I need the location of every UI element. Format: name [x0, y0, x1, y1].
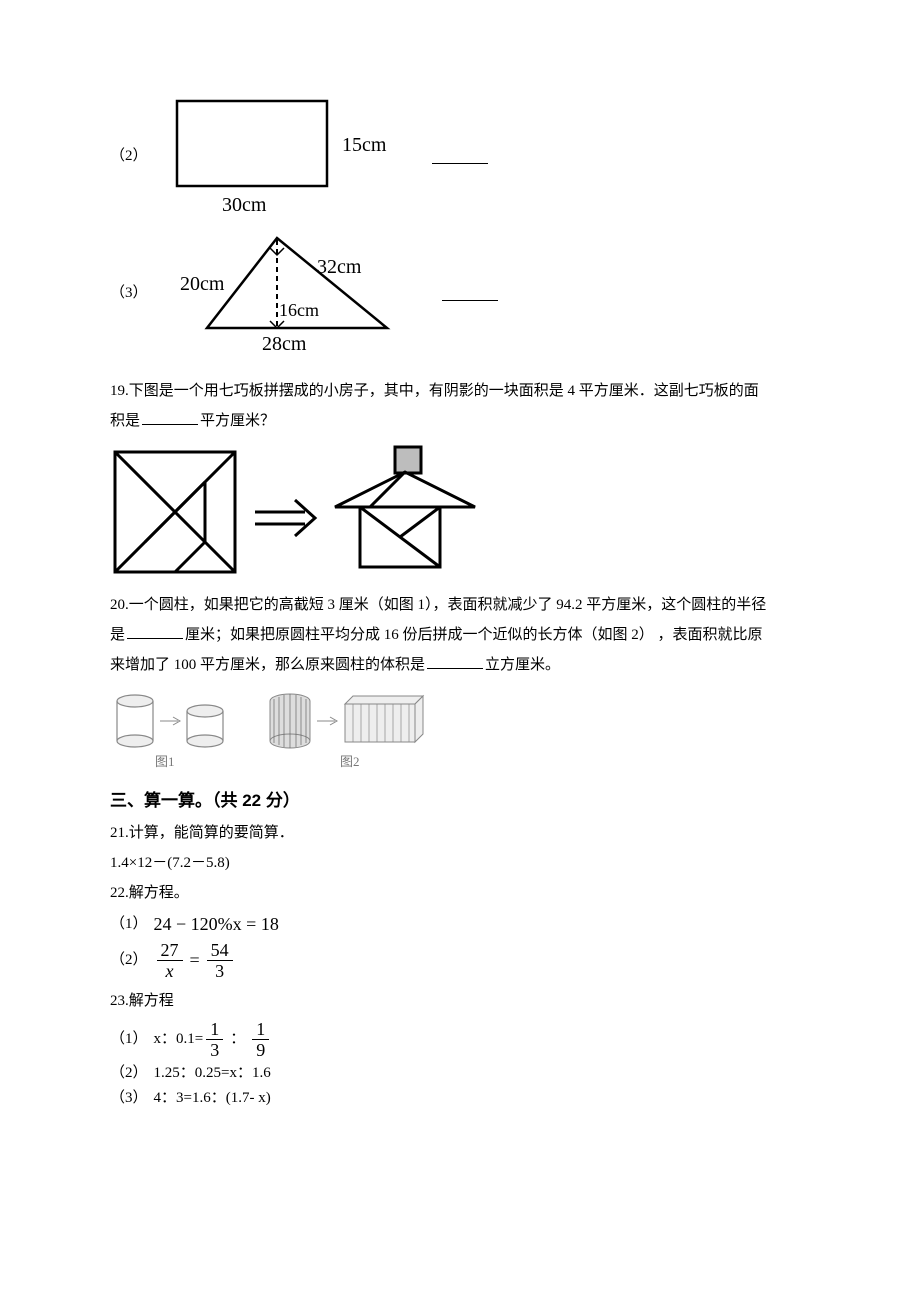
q20-line3: 来增加了 100 平方厘米，那么原来圆柱的体积是 立方厘米。	[110, 650, 810, 680]
q22-eq2: （2） 27 x = 54 3	[110, 941, 810, 980]
q20-line3-pre: 来增加了 100 平方厘米，那么原来圆柱的体积是	[110, 657, 425, 673]
q20-cap2: 图2	[340, 754, 360, 769]
q18-fig3-blank	[442, 285, 498, 301]
q22-eq1: （1） 24 − 120%x = 18	[110, 912, 810, 937]
q19-line1: 19.下图是一个用七巧板拼摆成的小房子，其中，有阴影的一块面积是 4 平方厘米．…	[110, 376, 810, 406]
q22-title: 22.解方程。	[110, 878, 810, 908]
q18-fig3-sideL: 20cm	[180, 273, 225, 295]
q23-l3-expr: 4：3=1.6：(1.7- x)	[154, 1088, 271, 1109]
document-page: （2） 15cm 30cm （3） 20cm 32cm 16cm 28cm 19…	[0, 0, 920, 1175]
q21-expr: 1.4×12－(7.2－5.8)	[110, 848, 810, 878]
q19-blank	[142, 409, 198, 425]
q18-fig2-index: （2）	[110, 141, 148, 171]
q22-eq1-label: （1）	[110, 914, 148, 935]
q20-svg: 图1	[110, 686, 430, 776]
q23-l1-b: 1 9	[252, 1020, 269, 1059]
q23-l2-label: （2）	[110, 1063, 148, 1084]
q18-fig3-index: （3）	[110, 278, 148, 308]
q23-l1-mid: ：	[230, 1029, 245, 1050]
q22-eq2-right: 54 3	[207, 941, 233, 980]
q22-eqs: （1） 24 − 120%x = 18 （2） 27 x = 54 3	[110, 912, 810, 980]
q22-eq2-label: （2）	[110, 950, 148, 971]
q20-line2-pre: 是	[110, 627, 125, 643]
q19-figs	[110, 442, 810, 582]
q23-l1-a: 1 3	[206, 1020, 223, 1059]
q20-blank1	[127, 623, 183, 639]
q21-title: 21.计算，能简算的要简算．	[110, 818, 810, 848]
q23-l3-label: （3）	[110, 1088, 148, 1109]
q22-eq2-rd: 3	[211, 961, 228, 980]
q18-fig3-row: （3） 20cm 32cm 16cm 28cm	[110, 228, 810, 358]
q20-blank2	[427, 653, 483, 669]
q22-eq2-rn: 54	[207, 941, 233, 961]
q18-fig3-inner: 16cm	[279, 300, 319, 320]
q20-line1: 20.一个圆柱，如果把它的高截短 3 厘米（如图 1），表面积就减少了 94.2…	[110, 590, 810, 620]
q22-eq2-eq: =	[190, 948, 200, 973]
q20-line2: 是 厘米；如果把原圆柱平均分成 16 份后拼成一个近似的长方体（如图 2） ，表面…	[110, 620, 810, 650]
q23-l1-pre: x：0.1=	[154, 1029, 204, 1050]
q23-l1-ad: 3	[206, 1040, 223, 1059]
q23-l1-bd: 9	[252, 1040, 269, 1059]
q23-l1-an: 1	[206, 1020, 223, 1040]
q19-line2-post: 平方厘米？	[200, 413, 275, 429]
q23-l1: （1） x：0.1= 1 3 ： 1 9	[110, 1020, 810, 1059]
q18-fig2-w: 30cm	[222, 194, 267, 216]
q19-line2-pre: 积是	[110, 413, 140, 429]
q20-cap1: 图1	[155, 754, 175, 769]
q23-l1-label: （1）	[110, 1029, 148, 1050]
q18-fig2-svg: 15cm 30cm	[162, 96, 422, 216]
q23-title: 23.解方程	[110, 986, 810, 1016]
q18-fig3-svg: 20cm 32cm 16cm 28cm	[162, 228, 432, 358]
q22-eq2-left: 27 x	[157, 941, 183, 980]
q23-l2: （2） 1.25：0.25=x：1.6	[110, 1063, 810, 1084]
q22-eq1-expr: 24 − 120%x = 18	[154, 912, 279, 937]
q20-line2-mid: 厘米；如果把原圆柱平均分成 16 份后拼成一个近似的长方体（如图 2） ，表面积…	[185, 627, 763, 643]
q18-fig2-blank	[432, 148, 488, 164]
q23-l2-expr: 1.25：0.25=x：1.6	[154, 1063, 271, 1084]
q18-fig2-h: 15cm	[342, 134, 387, 156]
q23-l3: （3） 4：3=1.6：(1.7- x)	[110, 1088, 810, 1109]
q20-figs: 图1	[110, 686, 810, 776]
q23-l1-bn: 1	[252, 1020, 269, 1040]
q19-line2: 积是 平方厘米？	[110, 406, 810, 436]
section3-title: 三、算一算。（共 22 分）	[110, 784, 810, 818]
q22-eq2-ld: x	[162, 961, 178, 980]
q18-fig3-sideR: 32cm	[317, 256, 362, 278]
q19-svg	[110, 442, 480, 582]
q18-fig3-base: 28cm	[262, 333, 307, 355]
q18-fig2-row: （2） 15cm 30cm	[110, 96, 810, 216]
q20-line3-post: 立方厘米。	[485, 657, 560, 673]
q22-eq2-ln: 27	[157, 941, 183, 961]
q23-eqs: （1） x：0.1= 1 3 ： 1 9 （2） 1.25：0.25=x：1.6…	[110, 1020, 810, 1109]
